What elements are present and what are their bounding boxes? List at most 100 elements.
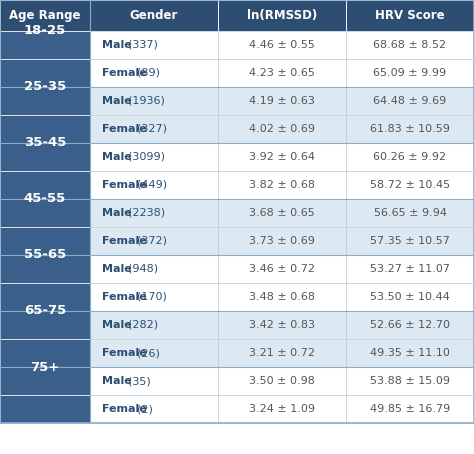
Bar: [218, 199, 346, 227]
Bar: [346, 283, 474, 311]
Text: HRV Score: HRV Score: [375, 9, 445, 22]
Text: 4.19 ± 0.63: 4.19 ± 0.63: [249, 96, 315, 106]
Text: 25-35: 25-35: [24, 80, 66, 94]
Bar: [90, 115, 218, 143]
Bar: [346, 31, 474, 59]
Text: 3.21 ± 0.72: 3.21 ± 0.72: [249, 348, 315, 358]
Text: Male: Male: [102, 264, 136, 274]
Bar: [0, 59, 90, 87]
Bar: [90, 255, 218, 283]
Text: Male: Male: [102, 208, 136, 218]
Bar: [218, 0, 346, 31]
Bar: [90, 199, 218, 227]
Text: Male: Male: [102, 152, 136, 162]
Text: 60.26 ± 9.92: 60.26 ± 9.92: [374, 152, 447, 162]
Bar: [346, 255, 474, 283]
Bar: [90, 31, 218, 59]
Text: 58.72 ± 10.45: 58.72 ± 10.45: [370, 180, 450, 190]
Bar: [346, 395, 474, 423]
Text: 57.35 ± 10.57: 57.35 ± 10.57: [370, 236, 450, 246]
Text: Female: Female: [102, 348, 151, 358]
Bar: [218, 311, 346, 339]
Bar: [90, 171, 218, 199]
Text: (35): (35): [128, 376, 151, 386]
Bar: [90, 227, 218, 255]
Text: 35-45: 35-45: [24, 136, 66, 149]
Bar: [0, 255, 90, 283]
Bar: [218, 367, 346, 395]
Text: Female: Female: [102, 236, 151, 246]
Bar: [0, 367, 90, 395]
Bar: [0, 0, 90, 31]
Text: 68.68 ± 8.52: 68.68 ± 8.52: [374, 40, 447, 50]
Text: 3.68 ± 0.65: 3.68 ± 0.65: [249, 208, 315, 218]
Text: (948): (948): [128, 264, 158, 274]
Bar: [0, 395, 90, 423]
Text: 18-25: 18-25: [24, 25, 66, 37]
Bar: [90, 87, 218, 115]
Bar: [90, 143, 218, 171]
Text: Male: Male: [102, 320, 136, 330]
Bar: [0, 87, 90, 115]
Bar: [218, 87, 346, 115]
Bar: [0, 115, 90, 143]
Text: Female: Female: [102, 404, 151, 414]
Text: 49.85 ± 16.79: 49.85 ± 16.79: [370, 404, 450, 414]
Bar: [346, 143, 474, 171]
Bar: [218, 255, 346, 283]
Text: (2238): (2238): [128, 208, 165, 218]
Text: (449): (449): [137, 180, 168, 190]
Text: 56.65 ± 9.94: 56.65 ± 9.94: [374, 208, 447, 218]
Bar: [90, 367, 218, 395]
Bar: [0, 199, 90, 227]
Bar: [218, 283, 346, 311]
Bar: [218, 171, 346, 199]
Text: 65.09 ± 9.99: 65.09 ± 9.99: [374, 68, 447, 78]
Bar: [218, 227, 346, 255]
Bar: [0, 31, 90, 59]
Text: 53.27 ± 11.07: 53.27 ± 11.07: [370, 264, 450, 274]
Text: (282): (282): [128, 320, 158, 330]
Bar: [346, 87, 474, 115]
Text: 52.66 ± 12.70: 52.66 ± 12.70: [370, 320, 450, 330]
Text: Gender: Gender: [130, 9, 178, 22]
Text: 3.46 ± 0.72: 3.46 ± 0.72: [249, 264, 315, 274]
Text: 53.88 ± 15.09: 53.88 ± 15.09: [370, 376, 450, 386]
Text: Male: Male: [102, 376, 136, 386]
Bar: [346, 339, 474, 367]
Bar: [346, 59, 474, 87]
Text: 45-55: 45-55: [24, 192, 66, 206]
Text: 3.50 ± 0.98: 3.50 ± 0.98: [249, 376, 315, 386]
Bar: [0, 171, 90, 199]
Text: 3.92 ± 0.64: 3.92 ± 0.64: [249, 152, 315, 162]
Bar: [346, 227, 474, 255]
Bar: [218, 143, 346, 171]
Text: 61.83 ± 10.59: 61.83 ± 10.59: [370, 124, 450, 134]
Bar: [218, 339, 346, 367]
Text: Female: Female: [102, 292, 151, 302]
Text: 55-65: 55-65: [24, 248, 66, 262]
Text: (337): (337): [128, 40, 158, 50]
Text: 53.50 ± 10.44: 53.50 ± 10.44: [370, 292, 450, 302]
Text: 4.23 ± 0.65: 4.23 ± 0.65: [249, 68, 315, 78]
Text: 4.46 ± 0.55: 4.46 ± 0.55: [249, 40, 315, 50]
Bar: [90, 59, 218, 87]
Bar: [346, 115, 474, 143]
Text: (2): (2): [137, 404, 153, 414]
Bar: [0, 143, 90, 171]
Text: Age Range: Age Range: [9, 9, 81, 22]
Text: Male: Male: [102, 96, 136, 106]
Text: Female: Female: [102, 124, 151, 134]
Bar: [346, 367, 474, 395]
Text: (89): (89): [137, 68, 161, 78]
Text: 3.73 ± 0.69: 3.73 ± 0.69: [249, 236, 315, 246]
Text: (327): (327): [137, 124, 167, 134]
Text: (372): (372): [137, 236, 167, 246]
Bar: [90, 395, 218, 423]
Bar: [0, 339, 90, 367]
Bar: [0, 227, 90, 255]
Text: 3.48 ± 0.68: 3.48 ± 0.68: [249, 292, 315, 302]
Bar: [218, 31, 346, 59]
Text: 3.82 ± 0.68: 3.82 ± 0.68: [249, 180, 315, 190]
Text: (1936): (1936): [128, 96, 165, 106]
